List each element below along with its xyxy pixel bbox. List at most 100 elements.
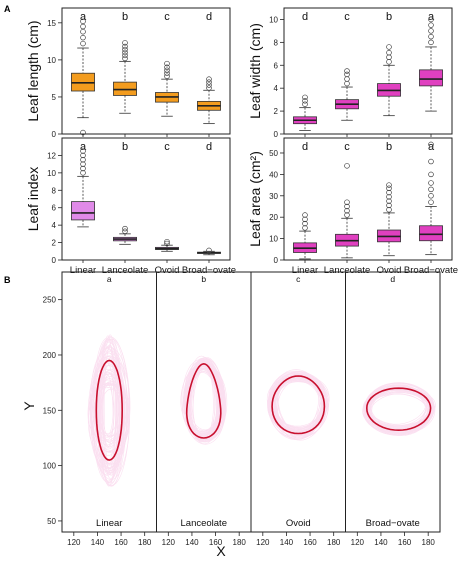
sample-outline <box>363 390 433 434</box>
sample-outline <box>91 358 125 469</box>
outlier-point <box>206 79 212 85</box>
sample-outline <box>275 381 323 439</box>
y-axis-label: Leaf area (cm²) <box>247 151 263 247</box>
sample-outlines <box>180 355 228 445</box>
sample-outline <box>273 373 327 430</box>
x-tick-label: 160 <box>398 538 412 547</box>
mean-outline <box>185 362 222 439</box>
sample-outline <box>369 391 430 434</box>
outlier-point <box>386 206 392 213</box>
y-axis-label: Leaf length (cm) <box>25 20 41 121</box>
x-tick-label: Ovoid <box>377 265 402 276</box>
y-tick-label: 5 <box>52 93 57 102</box>
outlier-point <box>428 199 434 205</box>
sample-outline <box>92 337 123 446</box>
sample-outline <box>98 346 118 448</box>
sample-outline <box>188 360 221 445</box>
sample-outline <box>98 364 121 460</box>
sample-outline <box>365 387 435 432</box>
sample-outline <box>270 377 322 434</box>
outlier-point <box>344 68 350 74</box>
outlier-point <box>122 49 128 56</box>
outlier-point <box>206 85 212 91</box>
sample-outline <box>270 369 322 430</box>
sample-outline <box>92 384 131 454</box>
sample-outline <box>89 383 128 452</box>
box-broad−ovate <box>197 247 221 256</box>
sample-outline <box>98 357 125 476</box>
y-tick-label: 200 <box>43 351 57 360</box>
sample-outline <box>94 364 127 487</box>
x-tick-label: 180 <box>422 538 436 547</box>
y-tick-label: 6 <box>52 204 57 213</box>
sample-outline <box>93 352 123 450</box>
y-axis-label: Y <box>21 401 37 411</box>
sample-outline <box>99 335 122 469</box>
sample-outline <box>95 384 125 438</box>
x-tick-label: 160 <box>114 538 128 547</box>
sample-outline <box>184 361 223 434</box>
plot-frame <box>61 137 231 261</box>
x-tick-label: Linear <box>70 265 96 276</box>
sample-outline <box>97 341 121 443</box>
sample-outline <box>363 393 431 434</box>
sample-outline <box>186 360 221 439</box>
sample-outline <box>97 371 120 482</box>
outlier-point <box>80 165 86 172</box>
outlier-point <box>302 212 308 218</box>
outlier-point <box>344 71 350 78</box>
outlier-point <box>80 18 86 25</box>
sample-outline <box>366 389 428 431</box>
outlier-point <box>302 220 308 227</box>
box-linear <box>293 94 317 131</box>
outlier-point <box>122 228 128 234</box>
outlier-point <box>164 64 170 71</box>
outlier-point <box>386 198 392 204</box>
sample-outline <box>186 358 226 440</box>
outlier-point <box>80 129 86 136</box>
outlier-point <box>302 101 308 107</box>
x-tick-label: 120 <box>162 538 176 547</box>
sample-outline <box>270 376 330 439</box>
outlier-point <box>344 163 350 169</box>
sample-outline <box>364 384 434 429</box>
sample-outline <box>89 382 128 470</box>
sample-outline <box>367 389 429 427</box>
sample-outline <box>274 373 323 440</box>
x-tick-label: Broad−ovate <box>404 265 458 276</box>
x-tick-label: 140 <box>280 538 294 547</box>
y-tick-label: 250 <box>43 296 57 305</box>
outlier-point <box>164 240 170 247</box>
sample-outline <box>90 355 129 451</box>
outlier-point <box>344 208 350 214</box>
outlier-point <box>386 49 392 56</box>
sample-outline <box>275 374 324 433</box>
sample-outline <box>368 384 430 430</box>
sample-outline <box>368 384 427 426</box>
sample-outlines <box>266 369 330 441</box>
sample-outline <box>185 366 226 445</box>
significance-letter: d <box>390 274 395 284</box>
significance-letter: b <box>201 274 206 284</box>
box-broad−ovate <box>419 16 443 112</box>
sample-outline <box>365 388 431 429</box>
y-tick-label: 2 <box>274 107 279 116</box>
sample-outline <box>183 362 226 436</box>
outlier-point <box>80 23 86 30</box>
y-axis-label: Leaf index <box>25 167 41 232</box>
panel-b-letter: B <box>4 275 11 285</box>
significance-letter: a <box>107 274 112 284</box>
significance-letter: d <box>302 141 308 153</box>
x-tick-label: 140 <box>91 538 105 547</box>
y-tick-label: 40 <box>269 170 278 179</box>
outlier-point <box>122 43 128 50</box>
significance-letter: b <box>122 11 128 23</box>
sample-outline <box>103 342 119 476</box>
sample-outline <box>91 361 126 441</box>
sample-outline <box>94 379 122 457</box>
outlier-point <box>344 212 350 218</box>
sample-outline <box>270 370 322 431</box>
sample-outline <box>92 338 124 483</box>
